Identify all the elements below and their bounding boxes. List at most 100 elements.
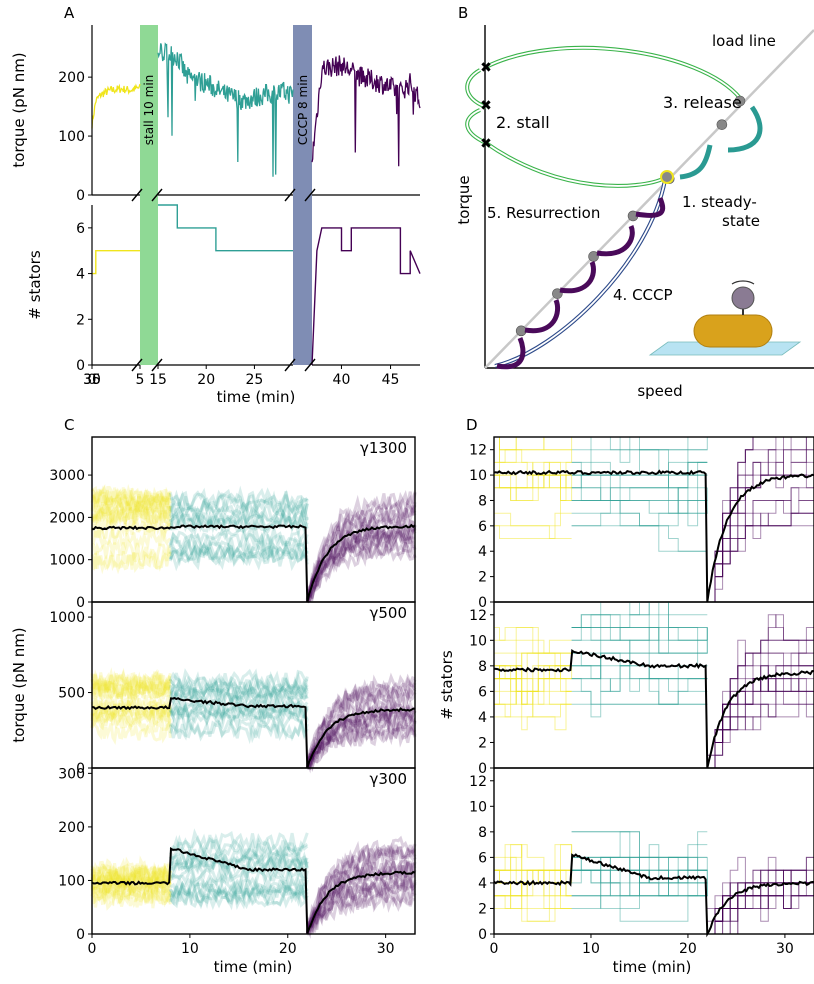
d2-trace (707, 690, 814, 756)
c2-trace (306, 720, 417, 771)
d2-trace (571, 627, 708, 641)
c1-trace (91, 548, 172, 575)
c2-trace (168, 703, 309, 728)
a-bottom-ytick-label: 0 (76, 358, 85, 374)
d2-trace (571, 627, 708, 680)
d3-trace (707, 869, 814, 935)
c1-gamma-label: γ1300 (360, 439, 407, 457)
d1-trace (707, 487, 814, 603)
d1-trace (494, 474, 572, 501)
d1-ytick-label: 10 (469, 468, 487, 484)
c3-trace (307, 889, 416, 936)
c2-trace (305, 672, 416, 769)
c2-trace (90, 700, 172, 724)
c1-trace (305, 491, 417, 601)
d2-ytick-label: 2 (478, 735, 487, 751)
c3-trace (305, 884, 416, 934)
state-point-0 (515, 325, 527, 337)
c2-trace (168, 698, 309, 724)
c1-trace (90, 483, 172, 513)
d2-trace (494, 665, 572, 705)
d1-trace (571, 449, 708, 489)
c1-trace (90, 483, 172, 510)
d2-ytick-label: 4 (478, 710, 487, 726)
rotation-icon (731, 280, 755, 285)
a-xtick-label: 0 (88, 372, 97, 388)
c2-ytick-label: 500 (58, 686, 85, 702)
c2-trace (306, 685, 417, 771)
d3-trace (494, 869, 573, 883)
d2-trace (494, 690, 572, 731)
c1-trace (305, 526, 416, 603)
d2-ytick-label: 6 (478, 684, 487, 700)
d2-trace (571, 627, 708, 654)
d2-trace (571, 639, 708, 680)
c3-trace (169, 874, 309, 898)
d3-trace (707, 895, 814, 935)
c3-trace (305, 875, 417, 933)
c3-trace (169, 843, 308, 871)
d2-trace (571, 614, 708, 654)
c1-trace (307, 538, 417, 600)
c1-trace (169, 508, 309, 532)
d1-frame (493, 436, 814, 603)
d3-trace (494, 844, 573, 897)
axis-break-0-0 (131, 188, 143, 202)
c1-ytick-label: 2000 (49, 510, 85, 526)
d1-ytick-label: 0 (478, 595, 487, 611)
c2-trace (169, 682, 309, 709)
release-arrow-2 (679, 144, 713, 180)
c2-trace (90, 673, 172, 696)
c-xtick-label: 30 (377, 941, 395, 957)
d3-trace (571, 844, 708, 897)
axis-break-3-1 (304, 358, 316, 372)
load-line-label: load line (712, 32, 776, 50)
resurrection-arrow-3 (596, 225, 635, 257)
d1-trace (571, 487, 708, 514)
d2-trace (707, 703, 814, 756)
panel-label-b: B (458, 4, 468, 22)
d2-trace (571, 614, 708, 628)
stall-label: 2. stall (496, 113, 550, 132)
d3-ytick-label: 0 (478, 927, 487, 943)
c-xtick-label: 20 (279, 941, 297, 957)
c1-trace (90, 545, 172, 572)
resurrection-arrow-1 (524, 299, 561, 334)
d2-trace (707, 652, 814, 769)
d1-trace (494, 436, 572, 451)
d3-trace (707, 856, 814, 922)
c1-trace (307, 502, 417, 598)
d3-ytick-label: 12 (469, 774, 487, 790)
d1-ytick-label: 4 (478, 544, 487, 560)
c2-trace (169, 675, 309, 702)
d3-trace (494, 869, 572, 922)
c2-trace (169, 676, 309, 704)
c2-ytick-label: 0 (76, 761, 85, 777)
d1-trace (494, 461, 572, 489)
c-xlabel: time (min) (214, 958, 293, 976)
stall-bottom-loop-outer (484, 141, 666, 188)
d2-trace (571, 652, 708, 680)
c2-trace (306, 682, 417, 770)
c2-trace (90, 707, 172, 730)
c3-trace (305, 843, 417, 935)
c3-trace (305, 871, 416, 934)
a-xtick-label: 35 (83, 372, 101, 388)
c2-trace (168, 681, 309, 707)
d3-trace (571, 831, 708, 884)
c3-trace (90, 861, 172, 885)
a-xtick-label: 5 (136, 372, 145, 388)
stall-top-loop-outer (485, 45, 742, 100)
c1-trace (168, 522, 309, 551)
d2-trace (707, 678, 814, 769)
d3-trace (707, 869, 814, 935)
c2-trace (169, 668, 309, 694)
c1-trace (168, 509, 308, 535)
d3-trace (494, 856, 572, 871)
d2-mean-line (493, 649, 814, 769)
d2-ytick-label: 10 (469, 633, 487, 649)
d2-trace (571, 601, 708, 641)
axis-break-0-1 (131, 358, 143, 372)
c3-gamma-label: γ300 (369, 770, 407, 788)
